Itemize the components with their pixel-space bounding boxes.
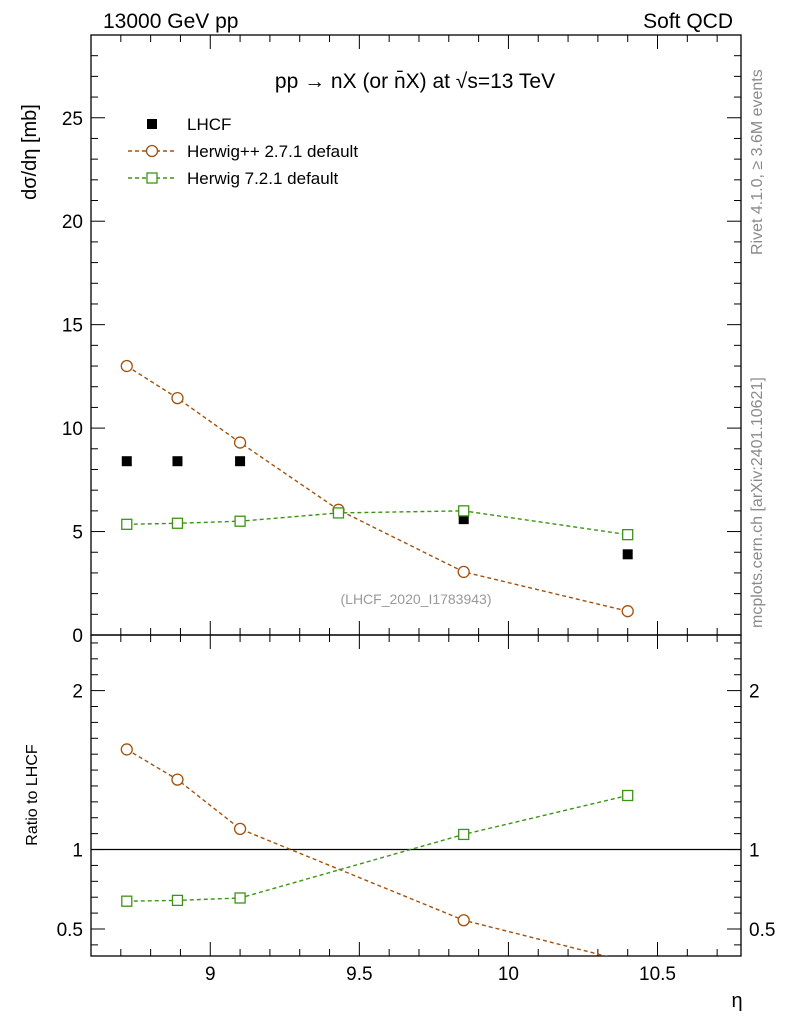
energy-label: 13000 GeV pp [103,10,238,33]
y-tick-label: 25 [62,109,83,130]
series-line-1 [126,365,628,612]
legend-label-2: Herwig 7.2.1 default [187,169,338,188]
data-point-2-1 [171,517,184,529]
x-tick-label: 10 [498,964,519,985]
y-tick-label: 20 [62,212,83,233]
ratio-point-1-3 [458,828,470,841]
data-point-1-4 [457,565,470,579]
data-point-0-0 [121,456,132,467]
ratio-y-tick-label-right: 1 [749,841,760,862]
legend-marker-0 [147,119,157,129]
data-point-1-1 [171,391,184,405]
data-point-2-4 [458,505,470,517]
chart-title: pp → nX (or n̄X) at √s=13 TeV [275,70,555,93]
legend-label-0: LHCF [187,115,231,134]
y-tick-label: 15 [62,316,83,337]
legend-label-1: Herwig++ 2.7.1 default [187,142,358,161]
ratio-point-1-1 [171,894,184,907]
ratio-point-0-2 [233,822,247,836]
data-point-0-2 [235,456,246,467]
ratio-frame [90,634,742,957]
data-point-1-0 [120,359,133,373]
ratio-panel: 0.5 0.5 1 1 2 2 9 9.5 10 10.5 η Ratio to LHCF [24,634,775,1012]
watermark-label: (LHCF_2020_I1783943) [341,591,492,607]
data-point-1-2 [233,436,247,449]
ratio-y-tick-label-right: 0.5 [749,920,775,941]
legend-marker-2 [146,172,158,184]
x-tick-label: 10.5 [639,964,676,985]
y-axis-label: dσ/dη [mb] [19,104,41,200]
ratio-y-tick-label: 0.5 [57,920,83,941]
y-tick-label: 0 [72,626,83,647]
site-label: mcplots.cern.ch [arXiv:2401.10621] [749,377,766,628]
x-tick-label: 9 [205,964,216,985]
ratio-point-0-0 [120,743,133,756]
data-point-0-1 [172,456,183,467]
ratio-point-0-3 [457,914,470,927]
ratio-y-tick-label: 1 [72,841,83,862]
main-series-group [120,359,634,618]
ratio-y-axis-label: Ratio to LHCF [24,744,41,846]
ratio-point-0-1 [171,773,184,786]
data-point-0-4 [622,549,633,560]
ratio-series-line-0 [126,748,609,956]
data-point-2-5 [622,529,634,541]
legend-marker-1 [145,144,159,158]
ratio-point-1-0 [121,895,133,907]
data-point-2-3 [332,507,345,519]
data-point-2-2 [234,515,246,527]
ratio-point-1-2 [234,892,246,904]
ratio-series-line-1 [126,794,628,902]
data-point-1-5 [621,605,634,618]
x-axis-label: η [731,990,742,1012]
data-point-0-3 [458,514,469,525]
y-tick-label: 10 [62,419,83,440]
x-tick-label: 9.5 [346,964,372,985]
ratio-y-tick-label: 2 [72,682,83,703]
ratio-point-1-4 [622,789,634,802]
y-tick-label: 5 [72,523,83,544]
generator-label: Rivet 4.1.0, ≥ 3.6M events [749,69,766,255]
series-line-2 [126,510,628,536]
main-panel: 0 5 10 15 20 25 dσ/dη [mb] pp → nX (or n̄X) at … [19,34,742,647]
data-point-2-0 [121,518,133,530]
category-label: Soft QCD [643,10,733,33]
ratio-y-tick-label-right: 2 [749,682,760,703]
ratio-series-group [120,743,634,956]
